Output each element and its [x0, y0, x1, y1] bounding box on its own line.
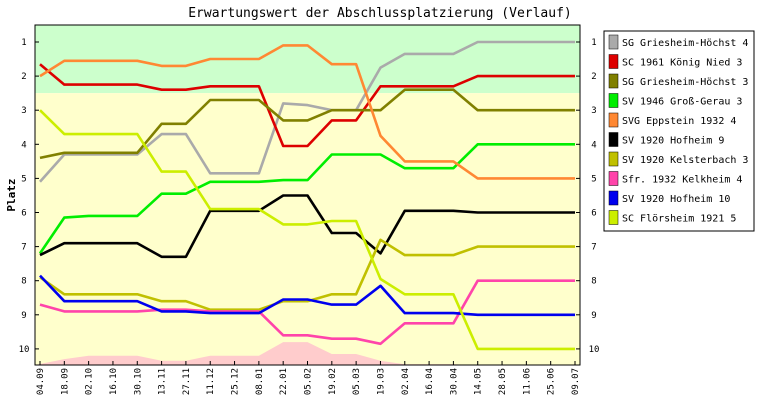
series-line-0 — [39, 40, 575, 183]
legend-swatch-7 — [608, 171, 619, 186]
series-line-5 — [39, 194, 575, 259]
y-tick-left-4: 4 — [21, 140, 26, 150]
legend-label-1: SC 1961 König Nied 3 — [622, 58, 742, 69]
y-tick-left-2: 2 — [21, 72, 26, 82]
x-tick-02.10: 02.10 — [85, 368, 95, 395]
y-tick-right-5: 5 — [591, 174, 596, 184]
x-tick-04.09: 04.09 — [36, 368, 46, 395]
x-tick-05.03: 05.03 — [352, 368, 362, 395]
x-tick-14.05: 14.05 — [474, 368, 484, 395]
y-tick-left-6: 6 — [21, 209, 26, 219]
y-tick-right-10: 10 — [589, 345, 600, 355]
x-tick-11.12: 11.12 — [206, 368, 216, 395]
legend-label-3: SV 1946 Groß-Gerau 3 — [622, 97, 742, 108]
x-tick-13.11: 13.11 — [158, 368, 168, 395]
x-tick-28.05: 28.05 — [498, 368, 508, 395]
series-line-2 — [39, 88, 575, 160]
legend-swatch-1 — [608, 54, 619, 69]
series-line-9 — [39, 109, 575, 351]
y-axis-left: 1 2 3 4 5 6 7 8 9 10 — [19, 38, 39, 355]
legend-label-6: SV 1920 Kelsterbach 3 — [622, 155, 748, 166]
y-axis-label: Platz — [5, 178, 18, 211]
x-tick-18.09: 18.09 — [60, 368, 70, 395]
legend-label-7: Sfr. 1932 Kelkheim 4 — [622, 175, 742, 186]
y-tick-right-2: 2 — [591, 72, 596, 82]
x-tick-30.04: 30.04 — [449, 368, 459, 395]
y-tick-right-1: 1 — [591, 38, 596, 48]
chart-title: Erwartungswert der Abschlussplatzierung … — [188, 6, 572, 21]
legend-label-4: SVG Eppstein 1932 4 — [622, 116, 736, 127]
x-tick-27.11: 27.11 — [182, 368, 192, 395]
y-tick-right-3: 3 — [591, 106, 596, 116]
series-line-7 — [39, 279, 575, 346]
legend-label-0: SG Griesheim-Höchst 4 — [622, 38, 748, 49]
x-tick-02.04: 02.04 — [401, 368, 411, 395]
y-tick-right-7: 7 — [591, 243, 596, 253]
legend-label-5: SV 1920 Hofheim 9 — [622, 136, 724, 147]
legend-box — [603, 30, 755, 232]
x-axis: 04.09 18.09 02.10 16.10 30.10 13.11 27.11 11.12… — [36, 361, 581, 395]
y-tick-left-5: 5 — [21, 174, 26, 184]
y-axis-right: 1 2 3 4 5 6 7 8 9 10 — [576, 38, 599, 355]
x-tick-22.01: 22.01 — [279, 368, 289, 395]
legend-swatch-5 — [608, 132, 619, 147]
legend-swatch-9 — [608, 210, 619, 225]
legend-swatch-6 — [608, 151, 619, 167]
area-layer — [35, 342, 580, 365]
legend-swatch-2 — [608, 73, 619, 89]
series-line-1 — [39, 63, 575, 148]
zone-band-0 — [35, 25, 580, 94]
series-line-3 — [38, 143, 575, 255]
y-tick-left-9: 9 — [21, 311, 26, 321]
x-tick-09.07: 09.07 — [571, 368, 581, 395]
y-tick-right-6: 6 — [591, 209, 596, 219]
series-line-4 — [39, 44, 575, 180]
legend-label-8: SV 1920 Hofheim 10 — [622, 194, 730, 205]
x-tick-25.12: 25.12 — [231, 368, 241, 395]
series-line-6 — [39, 238, 575, 312]
y-tick-left-10: 10 — [19, 345, 30, 355]
x-tick-16.10: 16.10 — [109, 368, 119, 395]
legend-label-9: SC Flörsheim 1921 5 — [622, 214, 736, 225]
x-tick-30.10: 30.10 — [133, 368, 143, 395]
y-tick-right-8: 8 — [591, 277, 596, 287]
x-tick-19.02: 19.02 — [328, 368, 338, 395]
x-tick-25.06: 25.06 — [547, 368, 557, 395]
zones-layer — [35, 25, 580, 366]
x-tick-05.02: 05.02 — [304, 368, 314, 395]
zone-band-1 — [35, 93, 580, 366]
y-tick-left-3: 3 — [21, 106, 26, 116]
y-tick-left-7: 7 — [21, 243, 26, 253]
legend-label-2: SG Griesheim-Höchst 3 — [622, 77, 748, 88]
x-tick-08.01: 08.01 — [255, 368, 265, 395]
y-tick-left-1: 1 — [21, 38, 26, 48]
legend-swatch-8 — [608, 190, 619, 206]
legend-swatch-3 — [608, 93, 619, 108]
x-tick-16.04: 16.04 — [425, 368, 435, 395]
y-tick-right-9: 9 — [591, 311, 596, 321]
x-tick-11.06: 11.06 — [522, 368, 532, 395]
x-tick-19.03: 19.03 — [377, 368, 387, 395]
legend-swatch-4 — [608, 112, 619, 128]
y-tick-right-4: 4 — [591, 140, 596, 150]
bottom-area — [35, 342, 580, 365]
series-layer — [38, 40, 575, 351]
series-line-8 — [39, 274, 575, 317]
legend-swatch-0 — [608, 34, 619, 50]
legend: SG Griesheim-Höchst 4 SC 1961 König Nied … — [603, 30, 755, 232]
y-tick-left-8: 8 — [21, 277, 26, 287]
